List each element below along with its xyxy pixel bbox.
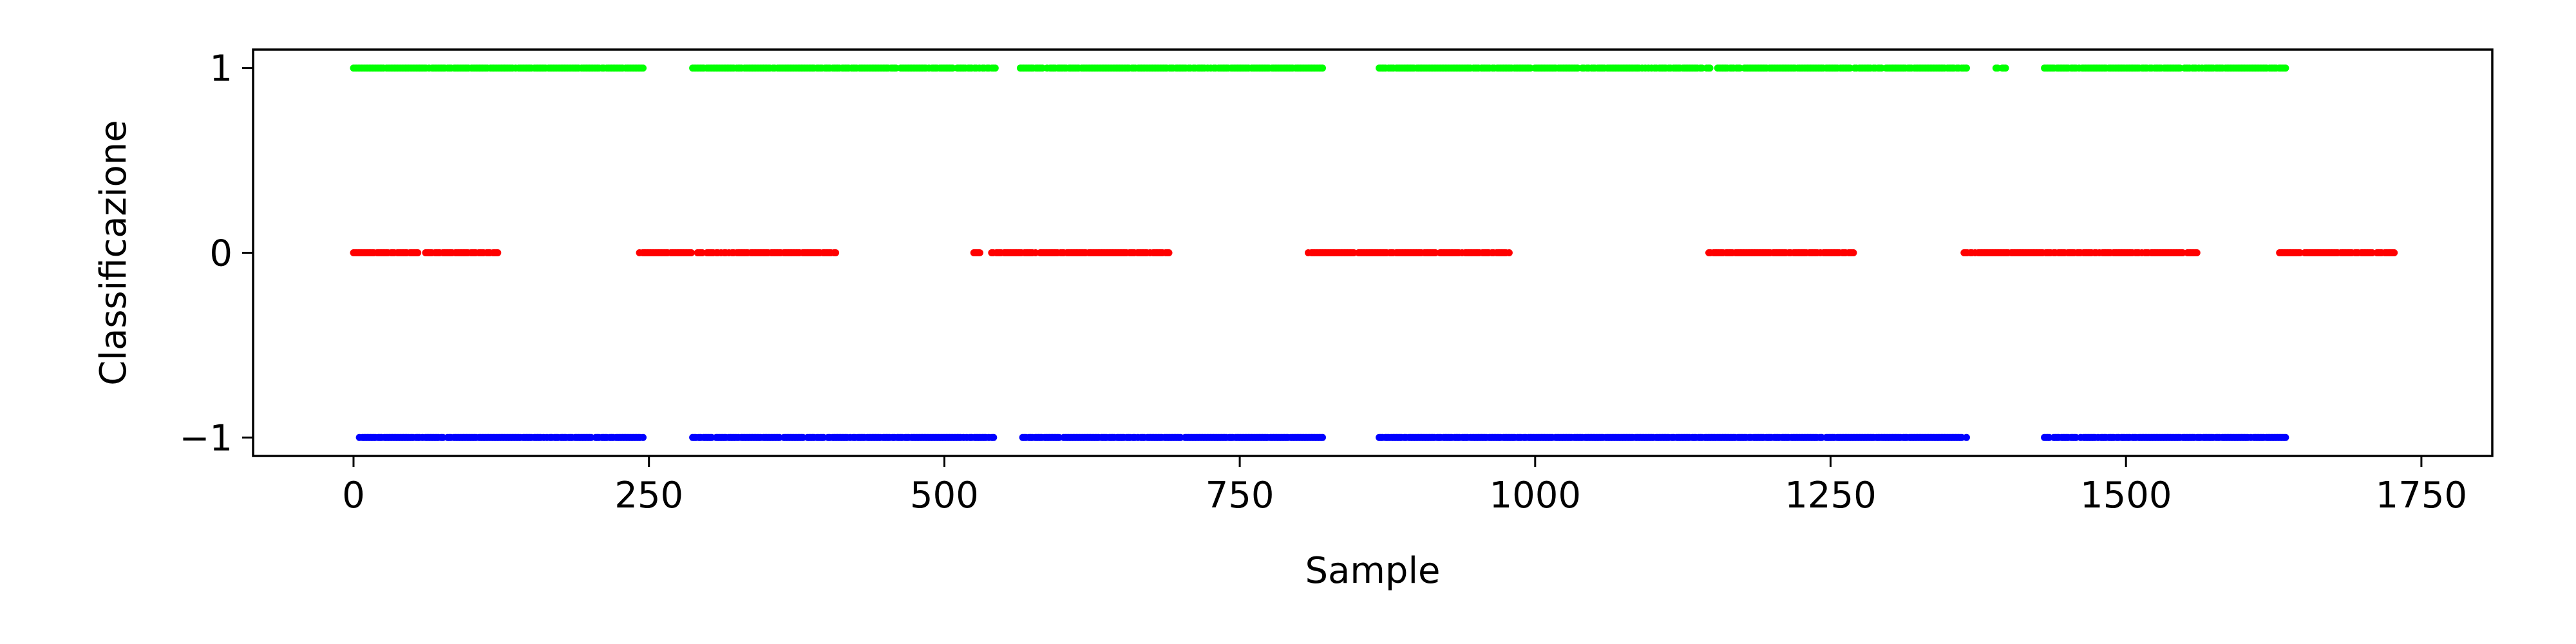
data-point (639, 64, 647, 72)
data-point (2282, 64, 2289, 72)
x-tick-label: 0 (342, 475, 365, 516)
data-point (991, 64, 999, 72)
data-point (639, 433, 647, 441)
y-tick-label: −1 (179, 417, 232, 459)
x-tick-label: 750 (1206, 475, 1274, 516)
data-point (1319, 433, 1326, 441)
data-point (494, 249, 502, 256)
x-tick-label: 250 (614, 475, 683, 516)
series-neg1 (355, 433, 2289, 441)
data-point (2193, 249, 2201, 256)
x-tick-label: 1250 (1785, 475, 1877, 516)
data-point (1963, 433, 1970, 441)
data-point (1319, 64, 1326, 72)
x-axis-label: Sample (1305, 550, 1441, 592)
series-zero (350, 249, 2398, 256)
plot-points (350, 64, 2398, 441)
x-tick-label: 1500 (2080, 475, 2172, 516)
data-point (2002, 64, 2009, 72)
data-point (1850, 249, 1857, 256)
x-tick-label: 500 (910, 475, 979, 516)
data-point (1505, 249, 1513, 256)
data-point (1706, 64, 1714, 72)
data-point (2282, 433, 2289, 441)
y-axis: 1 0 −1 (179, 48, 253, 459)
y-tick-label: 0 (209, 233, 232, 275)
y-tick-label: 1 (209, 48, 232, 90)
data-point (1165, 249, 1173, 256)
y-axis-label: Classificazione (93, 120, 135, 385)
data-point (687, 249, 695, 256)
data-point (2391, 249, 2398, 256)
data-point (832, 249, 840, 256)
data-point (990, 433, 998, 441)
x-tick-label: 1000 (1490, 475, 1582, 516)
x-axis: 0 250 500 750 1000 1250 1500 1750 (342, 456, 2467, 516)
series-pos1 (350, 64, 2289, 72)
data-point (414, 249, 422, 256)
data-point (1963, 64, 1970, 72)
data-point (976, 249, 983, 256)
x-tick-label: 1750 (2376, 475, 2468, 516)
